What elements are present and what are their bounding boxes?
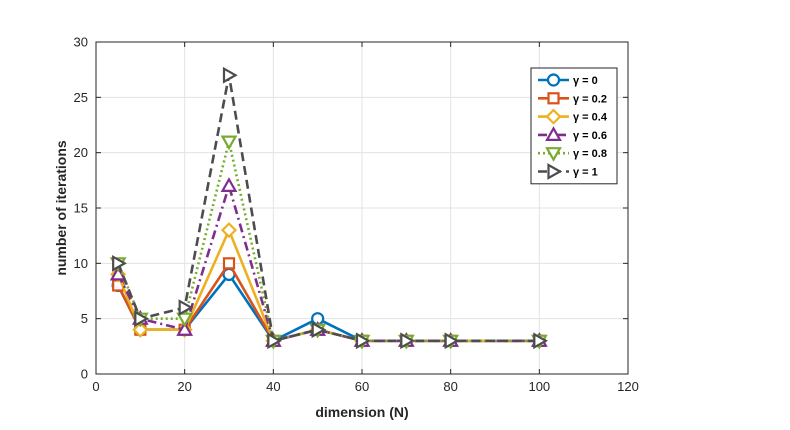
data-point — [176, 320, 194, 336]
legend-label: γ = 0.2 — [573, 93, 607, 105]
y-tick-label: 5 — [81, 311, 88, 326]
y-tick-label: 15 — [74, 201, 88, 216]
legend-marker — [547, 92, 560, 105]
series-line — [116, 140, 540, 343]
legend-label: γ = 0.6 — [573, 130, 607, 142]
legend-entry: γ = 0.6 — [538, 126, 607, 142]
legend-label: γ = 0.8 — [573, 148, 607, 160]
data-point — [222, 66, 238, 84]
legend-entry: γ = 0.4 — [538, 108, 608, 125]
data-point — [112, 254, 127, 272]
y-tick-label: 0 — [81, 367, 88, 382]
x-axis-label: dimension (N) — [315, 404, 408, 420]
x-tick-label: 80 — [443, 379, 457, 394]
data-point — [267, 332, 283, 350]
data-point — [222, 257, 236, 270]
legend-entry: γ = 0 — [538, 73, 598, 87]
data-point — [355, 332, 371, 350]
data-point — [400, 332, 416, 350]
x-tick-label: 120 — [617, 379, 639, 394]
legend-label: γ = 0 — [573, 75, 598, 87]
legend-marker — [545, 108, 562, 125]
x-tick-label: 60 — [355, 379, 369, 394]
series-5 — [112, 66, 549, 350]
data-point — [132, 321, 149, 338]
x-tick-label: 40 — [266, 379, 280, 394]
y-tick-label: 25 — [74, 90, 88, 105]
legend-label: γ = 0.4 — [573, 112, 608, 124]
legend-marker — [545, 126, 562, 141]
legend-marker — [546, 73, 561, 87]
data-point — [533, 332, 549, 350]
data-point — [134, 310, 150, 328]
data-point — [444, 332, 460, 350]
ticks: 0 20 40 60 80 100 120 0 5 10 15 20 25 30 — [74, 35, 639, 395]
y-axis-label: number of iterations — [53, 140, 69, 276]
y-tick-label: 30 — [74, 35, 88, 50]
y-tick-label: 20 — [74, 145, 88, 160]
legend-entry: γ = 1 — [538, 163, 598, 180]
data-point — [311, 321, 327, 339]
x-tick-label: 100 — [528, 379, 550, 394]
series-line — [117, 184, 540, 343]
legend-box — [530, 67, 618, 185]
y-tick-label: 10 — [74, 256, 88, 271]
data-point — [178, 299, 194, 316]
data-point — [220, 177, 238, 192]
data-point — [220, 222, 238, 239]
legend-entry: γ = 0.8 — [538, 147, 607, 162]
x-tick-label: 20 — [177, 379, 191, 394]
data-point — [220, 135, 238, 151]
series-layer — [109, 66, 549, 350]
x-tick-label: 0 — [92, 379, 99, 394]
legend-marker — [545, 147, 562, 162]
legend: γ = 0 γ = 0.2 γ = 0.4 γ = 0.6 γ = 0.8 γ = 1 — [530, 67, 618, 185]
legend-marker — [547, 163, 563, 180]
data-point — [176, 312, 194, 328]
legend-label: γ = 1 — [573, 167, 598, 179]
legend-entry: γ = 0.2 — [538, 92, 607, 105]
series-line — [116, 73, 540, 343]
